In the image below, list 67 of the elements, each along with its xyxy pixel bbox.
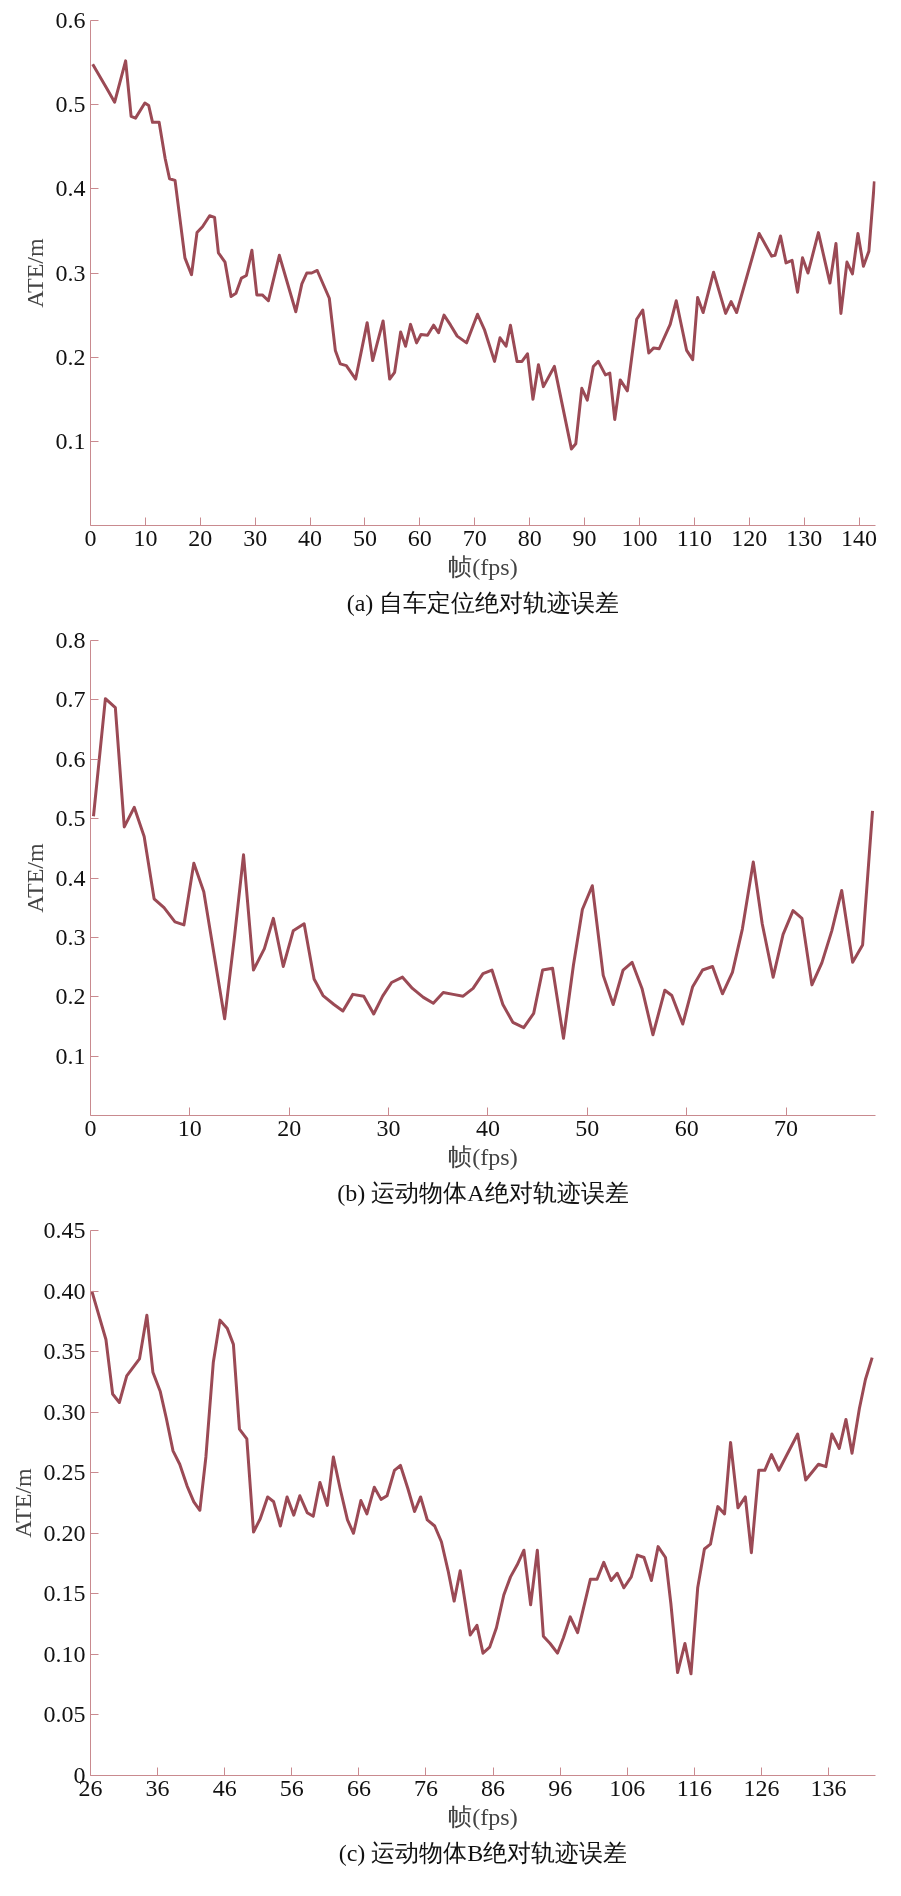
line-series [91, 697, 875, 1040]
x-tick-label: 40 [298, 524, 323, 551]
x-tick-label: 50 [575, 1114, 600, 1141]
y-tick-label: 0.45 [43, 1217, 86, 1243]
y-tick-label: 0.7 [55, 686, 86, 713]
x-tick-label: 126 [743, 1774, 780, 1801]
x-tick-label: 20 [277, 1114, 302, 1141]
y-tick-label: 0.30 [43, 1398, 86, 1425]
x-axis-title: 帧(fps) [448, 1803, 518, 1830]
x-tick-label: 130 [786, 524, 823, 551]
x-tick-label: 30 [376, 1114, 401, 1141]
x-tick-label: 70 [774, 1114, 799, 1141]
y-tick-label: 0.40 [43, 1277, 86, 1304]
y-axis-title: ATE/m [9, 1468, 36, 1538]
y-tick-label: 0.05 [43, 1701, 86, 1728]
x-tick-label: 90 [572, 524, 597, 551]
x-tick-label: 120 [731, 524, 768, 551]
x-tick-label: 10 [133, 524, 158, 551]
x-tick-label: 96 [548, 1774, 573, 1801]
x-tick-label: 110 [676, 524, 712, 551]
y-tick-label: 0.20 [43, 1519, 86, 1546]
x-tick-label: 80 [517, 524, 542, 551]
x-tick-label: 36 [145, 1774, 170, 1801]
y-tick-label: 0.5 [55, 805, 86, 832]
x-tick-label: 66 [346, 1774, 371, 1801]
y-tick-label: 0.1 [55, 1042, 86, 1069]
x-tick-label: 140 [841, 524, 878, 551]
y-axis-title: ATE/m [21, 238, 48, 308]
y-tick-label: 0.6 [55, 745, 86, 772]
x-tick-label: 30 [243, 524, 268, 551]
text: (c) 运动物体B绝对轨迹误差 [338, 1839, 628, 1866]
x-axis-title: 帧(fps) [448, 1143, 518, 1170]
y-tick-label: 0.25 [43, 1459, 86, 1486]
y-tick-label: 0.10 [43, 1640, 86, 1667]
x-tick-label: 10 [177, 1114, 202, 1141]
x-tick-label: 60 [674, 1114, 699, 1141]
x-tick-label: 56 [279, 1774, 304, 1801]
x-tick-label: 70 [462, 524, 487, 551]
x-tick-label: 60 [407, 524, 432, 551]
x-tick-label: 86 [481, 1774, 506, 1801]
y-tick-label: 0.5 [55, 91, 86, 118]
line-series [91, 59, 876, 451]
y-tick-label: 0.3 [55, 259, 86, 286]
x-tick-label: 136 [810, 1774, 847, 1801]
y-tick-label: 0.1 [55, 427, 86, 454]
x-tick-label: 40 [475, 1114, 500, 1141]
y-tick-label: 0.15 [43, 1580, 86, 1607]
y-tick-label: 0.6 [55, 7, 86, 33]
text: (a) 自车定位绝对轨迹误差 [346, 589, 620, 616]
x-tick-label: 46 [212, 1774, 237, 1801]
y-tick-label: 0.35 [43, 1338, 86, 1365]
x-tick-label: 20 [188, 524, 213, 551]
x-tick-label: 100 [621, 524, 658, 551]
y-tick-label: 0.3 [55, 923, 86, 950]
x-tick-label: 50 [352, 524, 377, 551]
x-tick-label: 76 [413, 1774, 438, 1801]
y-tick-label: 0.4 [55, 175, 86, 202]
y-tick-label: 0.8 [55, 627, 86, 653]
y-tick-label: 0.2 [55, 983, 86, 1010]
y-tick-label: 0.4 [55, 864, 86, 891]
x-axis-title: 帧(fps) [448, 553, 518, 580]
x-tick-label: 116 [676, 1774, 712, 1801]
line-series [90, 1289, 874, 1676]
text: (b) 运动物体A绝对轨迹误差 [337, 1179, 629, 1206]
y-axis-title: ATE/m [21, 843, 48, 913]
y-tick-label: 0.2 [55, 343, 86, 370]
x-tick-label: 106 [609, 1774, 646, 1801]
